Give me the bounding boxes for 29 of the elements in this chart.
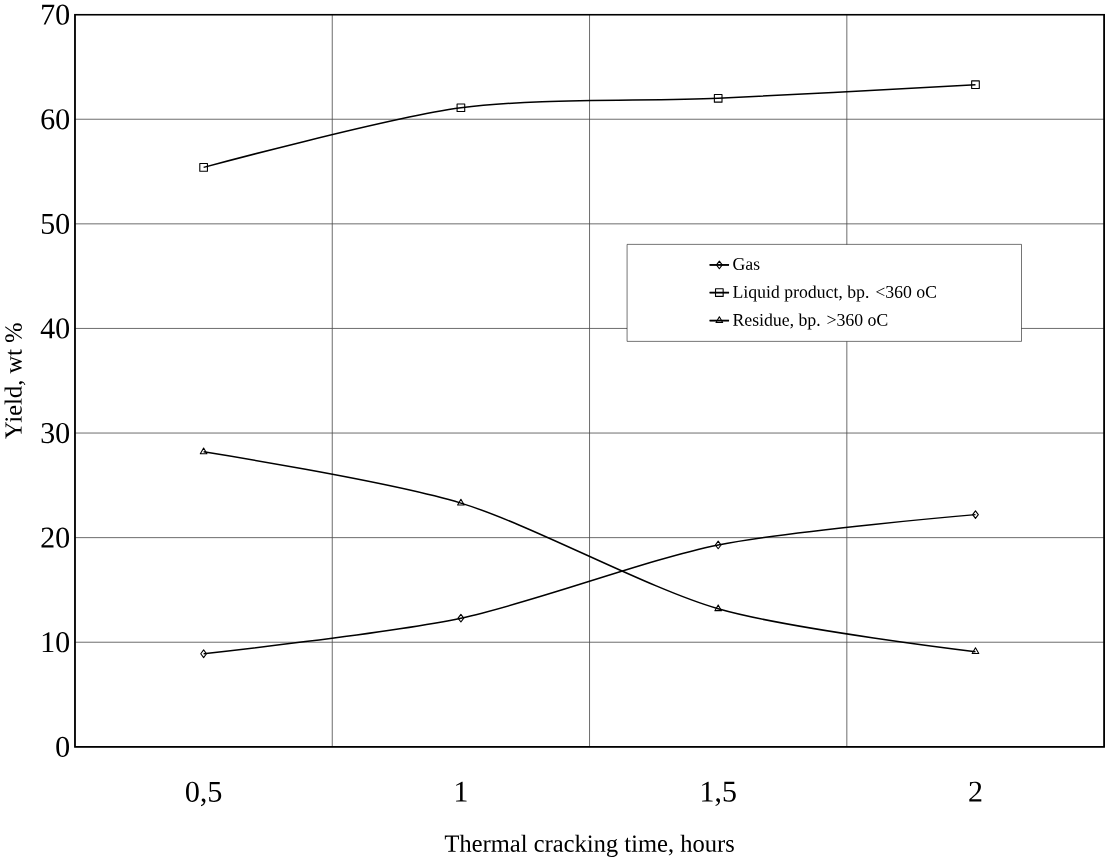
x-tick-label: 0,5 [186, 781, 222, 807]
y-tick-label: 0 [56, 736, 70, 758]
point [971, 647, 980, 655]
y-tick-label: 40 [40, 318, 70, 339]
point [199, 163, 208, 172]
y-tick-label: 10 [42, 632, 70, 653]
x-axis-title: Thermal cracking time, hours [444, 834, 734, 858]
y-tick-label: 70 [42, 4, 70, 26]
x-tick-label: 2 [969, 781, 982, 802]
y-tick-label: 50 [41, 213, 70, 235]
point [714, 540, 722, 550]
point [971, 80, 980, 90]
y-tick-label: 60 [41, 109, 70, 130]
y-tick-label: 30 [41, 423, 70, 444]
point [457, 498, 465, 506]
x-tick-label: 1 [456, 781, 467, 802]
legend-label: Gas [733, 258, 760, 271]
y-tick-label: 20 [41, 527, 70, 548]
legend-label: Liquid product, bp. <360 oC [733, 285, 936, 302]
x-tick-label: 1,5 [702, 781, 736, 807]
point [713, 94, 723, 103]
point [714, 604, 723, 612]
legend-label: Residue, bp. >360 oC [733, 313, 888, 330]
point [199, 447, 208, 455]
y-axis-title: Yield, wt % [4, 323, 26, 439]
point [456, 103, 466, 113]
point [457, 614, 465, 623]
point [972, 510, 979, 520]
point [200, 649, 208, 659]
